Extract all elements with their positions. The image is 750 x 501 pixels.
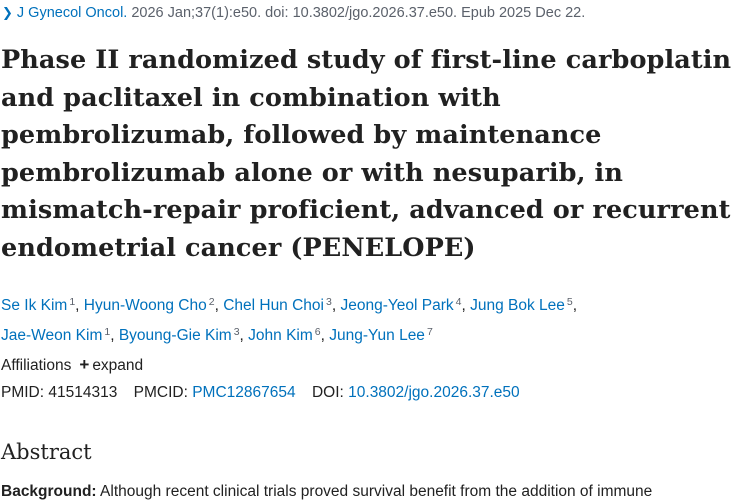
affiliations-label: Affiliations [1, 357, 72, 374]
author-link[interactable]: Se Ik Kim [1, 297, 68, 314]
affiliation-number[interactable]: 1 [104, 326, 111, 338]
identifier-line: PMID: 41514313 PMCID: PMC12867654 DOI: 1… [1, 384, 520, 402]
expand-label[interactable]: expand [92, 357, 144, 374]
background-label: Background: [1, 483, 97, 500]
chevron-right-icon: ❯ [2, 5, 13, 20]
author-link[interactable]: Chel Hun Choi [223, 297, 324, 314]
pmid-value: 41514313 [48, 384, 118, 401]
doi-label: DOI: [311, 384, 344, 401]
journal-link[interactable]: J Gynecol Oncol. [16, 5, 128, 21]
affiliation-number[interactable]: 7 [426, 326, 433, 338]
affiliation-number[interactable]: 3 [326, 296, 332, 308]
author-link[interactable]: Jung-Yun Lee [329, 327, 425, 344]
doi-link[interactable]: 10.3802/jgo.2026.37.e50 [348, 384, 520, 401]
affiliation-number[interactable]: 5 [566, 296, 573, 308]
author-list: Se Ik Kim 1, Hyun-Woong Cho 2, Chel Hun Ch… [1, 296, 578, 344]
background-text: Although recent clinical trials proved s… [100, 483, 653, 500]
pmid-label: PMID: [1, 384, 45, 401]
affiliation-number[interactable]: 3 [233, 326, 240, 338]
abstract-heading: Abstract [1, 440, 92, 464]
affiliation-number[interactable]: 2 [208, 296, 215, 308]
affiliation-number[interactable]: 6 [314, 326, 321, 338]
citation-line: ❯ J Gynecol Oncol. 2026 Jan;37(1):e50. do… [2, 5, 585, 21]
plus-icon[interactable]: + [79, 355, 90, 374]
pmcid-link[interactable]: PMC12867654 [192, 384, 296, 401]
affiliation-number[interactable]: 1 [69, 296, 76, 308]
pmcid-label: PMCID: [133, 384, 188, 401]
author-link[interactable]: Hyun-Woong Cho [83, 297, 207, 314]
abstract-text: Background: Although recent clinical tri… [1, 483, 652, 501]
author-link[interactable]: John Kim [248, 327, 313, 344]
author-link[interactable]: Jung Bok Lee [470, 297, 565, 314]
affiliations-toggle[interactable]: Affiliations + expand [1, 355, 143, 375]
article-title: Phase II randomized study of first-line … [1, 45, 732, 263]
author-link[interactable]: Byoung-Gie Kim [118, 327, 232, 344]
author-link[interactable]: Jeong-Yeol Park [340, 297, 454, 314]
author-link[interactable]: Jae-Weon Kim [1, 327, 103, 344]
citation-details: 2026 Jan;37(1):e50. doi: 10.3802/jgo.202… [131, 5, 586, 21]
affiliation-number[interactable]: 4 [455, 296, 462, 308]
